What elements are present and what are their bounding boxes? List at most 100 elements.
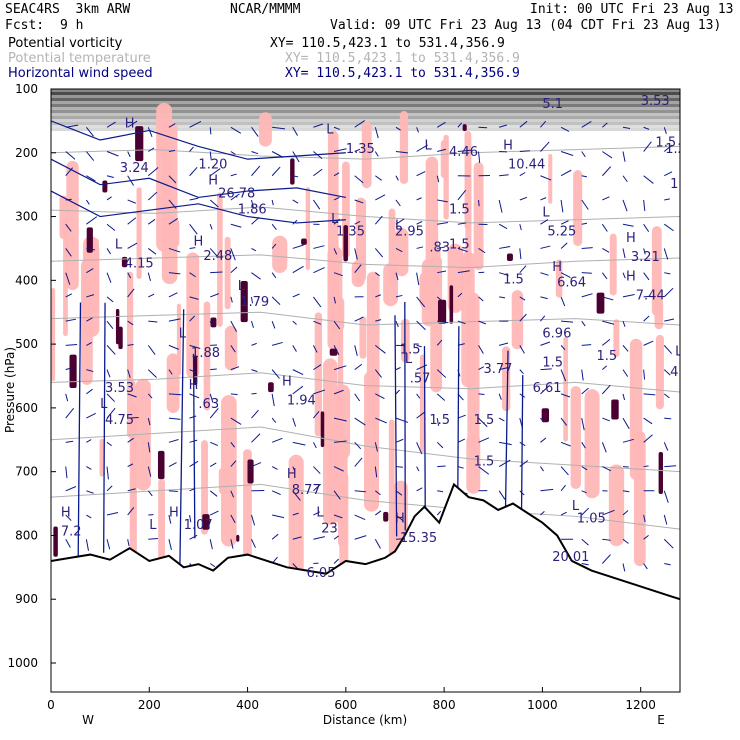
strat-band	[51, 98, 680, 101]
pv-strong-contour	[268, 382, 274, 393]
wind-vector	[65, 167, 74, 177]
pv-strong-contour	[193, 355, 198, 386]
contour-label: 4.46	[449, 145, 478, 160]
wind-vector	[643, 315, 650, 322]
wind-contour	[51, 120, 346, 160]
theta-contour	[51, 426, 680, 473]
wind-vector	[540, 296, 548, 300]
wind-vector	[209, 151, 212, 161]
contour-label: 15.35	[400, 531, 437, 546]
wind-vector	[333, 248, 338, 255]
wind-vector	[85, 539, 89, 551]
wind-vector	[581, 563, 589, 566]
strat-band	[51, 110, 680, 113]
contour-label: 6.61	[533, 381, 562, 396]
wind-vector	[663, 223, 674, 232]
wind-vector	[312, 199, 321, 210]
contour-label: L	[331, 212, 339, 227]
pv-shading	[440, 139, 449, 179]
wind-vector	[560, 417, 568, 426]
wind-vector	[65, 318, 77, 322]
wind-vector	[622, 126, 631, 129]
wind-vector	[271, 341, 283, 346]
pv-shading	[419, 354, 425, 453]
wind-vector	[147, 272, 151, 281]
wind-vector	[209, 393, 214, 403]
wind-vector	[498, 417, 505, 422]
theta-contour	[51, 372, 680, 393]
wind-vector	[395, 151, 408, 154]
wind-vector	[147, 442, 151, 453]
wind-vector	[189, 369, 197, 373]
wind-vector	[664, 171, 673, 177]
wind-vector	[127, 175, 135, 186]
wind-vector	[333, 218, 340, 225]
wind-vector	[209, 510, 219, 516]
wind-vector	[313, 483, 321, 492]
x-axis-title: Distance (km)	[323, 713, 407, 727]
wind-vector	[643, 534, 649, 540]
wind-vector	[292, 441, 306, 446]
wind-vector	[271, 437, 283, 443]
wind-vector	[478, 320, 487, 325]
contour-label: L	[675, 345, 683, 360]
strat-band	[51, 101, 680, 104]
wind-vector	[664, 465, 677, 468]
wind-vector	[519, 248, 522, 260]
wind-vector	[189, 439, 198, 443]
pv-shading	[51, 288, 56, 381]
pv-strong-contour	[240, 281, 248, 323]
wind-vector	[457, 320, 466, 325]
wind-vector	[209, 168, 221, 177]
wind-vector	[333, 196, 340, 201]
wind-vector	[210, 271, 223, 274]
wind-vector	[106, 248, 112, 255]
wind-vector	[519, 150, 530, 153]
wind-vector	[602, 509, 615, 516]
wind-vector	[127, 463, 134, 468]
pv-shading	[511, 290, 524, 350]
wind-vector	[560, 296, 566, 307]
wind-vector	[561, 320, 574, 323]
wind-vector	[230, 126, 242, 134]
wind-vector	[86, 412, 96, 419]
wind-vector	[271, 490, 281, 496]
y-tick-label: 700	[15, 465, 38, 479]
wind-vector	[375, 194, 386, 201]
wind-vector	[560, 393, 571, 398]
wind-vector	[374, 127, 379, 139]
contour-label: 4.15	[125, 257, 154, 272]
contour-label: L	[100, 397, 108, 412]
wind-vector	[499, 367, 508, 371]
wind-vector	[106, 272, 112, 283]
wind-vector	[560, 199, 564, 213]
wind-vector	[581, 466, 588, 471]
wind-vector	[581, 344, 592, 346]
wind-vector	[168, 369, 173, 375]
contour-label: 1.5	[670, 177, 691, 192]
model-title: SEAC4RS 3km ARW	[5, 2, 131, 17]
contour-label: L	[542, 206, 550, 221]
wind-vector	[519, 460, 529, 467]
wind-vector	[416, 344, 422, 348]
wind-vector	[251, 165, 261, 177]
wind-vector	[601, 384, 611, 395]
wind-vector	[354, 345, 358, 356]
wind-vector	[478, 417, 488, 428]
wind-vector	[375, 175, 382, 181]
contour-label: 1.5	[596, 349, 617, 364]
wind-vector	[663, 345, 673, 354]
wind-vector	[147, 345, 156, 355]
y-axis-title: Pressure (hPa)	[3, 347, 17, 433]
wind-vector	[519, 120, 528, 128]
wind-vector	[478, 393, 485, 396]
contour-label: 6.05	[307, 566, 336, 581]
contour-label: H	[125, 116, 135, 131]
pv-strong-contour	[658, 451, 663, 494]
wind-vector	[313, 151, 323, 159]
pv-strong-contour	[462, 124, 467, 132]
wind-vector	[85, 126, 94, 137]
wind-vector	[560, 511, 567, 516]
wind-vector	[643, 141, 652, 152]
strat-band	[51, 89, 680, 92]
